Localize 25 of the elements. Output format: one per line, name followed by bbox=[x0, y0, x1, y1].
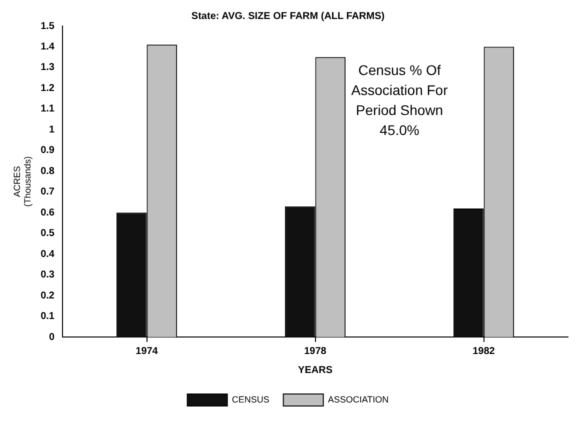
y-tick-label: 0.1 bbox=[40, 311, 55, 322]
y-tick-label: 0.5 bbox=[40, 228, 55, 240]
legend-label: ASSOCIATION bbox=[328, 394, 389, 404]
x-tick-label: 1974 bbox=[136, 346, 158, 357]
y-tick-label: 1.1 bbox=[40, 104, 55, 115]
y-tick-label: 0.7 bbox=[40, 186, 55, 198]
legend-label: CENSUS bbox=[232, 394, 270, 404]
y-tick-label: 0.6 bbox=[40, 207, 55, 218]
y-tick-label: 0 bbox=[48, 332, 55, 343]
y-axis-title: ACRES (Thousands) bbox=[12, 156, 33, 207]
y-tick-label: 0.4 bbox=[40, 248, 55, 260]
y-tick-label: 0.9 bbox=[40, 145, 55, 156]
x-tick-label: 1978 bbox=[304, 346, 327, 357]
y-tick-label: 1.2 bbox=[40, 82, 55, 94]
y-tick-label: 1.5 bbox=[40, 20, 55, 32]
y-tick-label: 1 bbox=[48, 124, 55, 136]
y-tick-label: 0.3 bbox=[40, 270, 55, 281]
chart-title: State: AVG. SIZE OF FARM (ALL FARMS) bbox=[191, 10, 385, 22]
y-tick-label: 1.4 bbox=[40, 41, 55, 52]
x-tick-label: 1982 bbox=[472, 346, 496, 357]
y-tick-label: 0.2 bbox=[40, 290, 55, 302]
y-tick-label: 1.3 bbox=[40, 62, 55, 74]
annotation: Census % Of Association For Period Shown 45.0% bbox=[351, 62, 448, 138]
x-axis-title: YEARS bbox=[298, 364, 333, 376]
y-tick-label: 0.8 bbox=[40, 166, 55, 177]
